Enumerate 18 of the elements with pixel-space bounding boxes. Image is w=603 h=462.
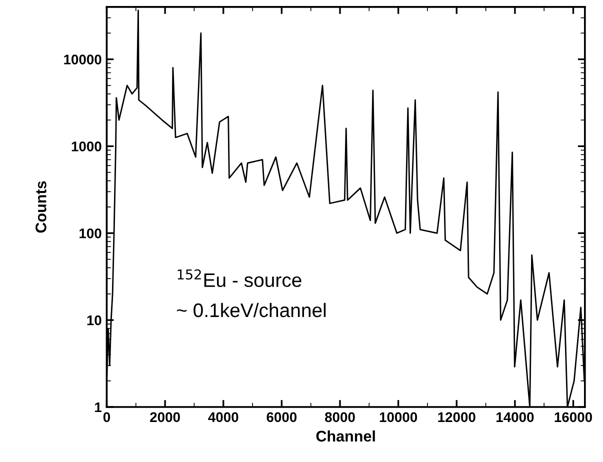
x-tick-label: 12000 <box>438 412 476 422</box>
x-tick-label: 10000 <box>380 412 418 422</box>
x-tick-label: 6000 <box>266 412 297 422</box>
x-tick-label: 8000 <box>324 412 355 422</box>
y-tick-label: 100 <box>80 228 102 238</box>
annotation: $^{152}$Eu - source <box>178 269 302 288</box>
x-tick-label: 14000 <box>496 412 534 422</box>
x-tick-label: 4000 <box>208 412 238 422</box>
x-tick-label: 2000 <box>150 412 180 422</box>
x-tick-label: 0 <box>103 412 110 422</box>
y-axis-title: Counts <box>36 181 46 233</box>
y-tick-label: 10000 <box>64 54 102 64</box>
annotation: ~ 0.1keV/channel <box>176 302 326 318</box>
y-tick-label: 1000 <box>72 142 102 152</box>
x-axis-title: Channel <box>316 430 375 442</box>
x-tick-label: 16000 <box>554 412 592 422</box>
y-tick-label: 10 <box>87 315 102 326</box>
y-tick-label: 1 <box>95 402 102 412</box>
